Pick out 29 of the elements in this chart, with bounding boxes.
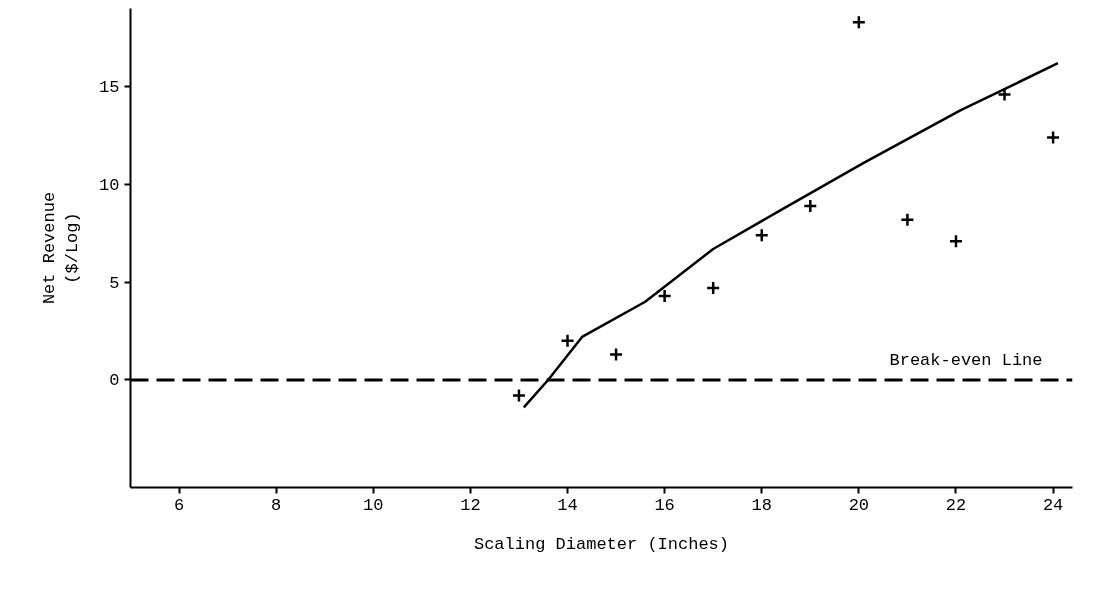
x-tick-label: 18 — [751, 495, 772, 515]
x-tick-label: 10 — [363, 495, 384, 515]
point — [705, 280, 721, 296]
point — [511, 388, 527, 403]
y-tick-label: 0 — [109, 371, 120, 391]
y-axis-title: Net Revenue ($/Log) — [40, 191, 83, 305]
point — [754, 228, 769, 243]
point — [948, 233, 964, 249]
point — [657, 288, 672, 304]
y-tick-label: 10 — [99, 175, 120, 195]
point — [1045, 130, 1061, 145]
x-tick-label: 14 — [557, 495, 578, 515]
y-tick-label: 15 — [99, 78, 120, 98]
point — [803, 198, 818, 214]
x-tick-label: 8 — [271, 495, 282, 515]
x-tick-label: 20 — [848, 495, 870, 515]
x-tick-label: 24 — [1042, 495, 1064, 515]
y-tick-label: 5 — [109, 273, 120, 293]
x-tick-label: 16 — [654, 495, 675, 515]
x-tick-label: 12 — [460, 495, 481, 515]
x-tick-label: 6 — [173, 495, 185, 515]
point — [997, 87, 1012, 102]
point — [900, 212, 915, 227]
ref-line-label: Break-even Line — [889, 350, 1043, 370]
x-axis-title: Scaling Diameter (Inches) — [473, 534, 730, 554]
point — [851, 14, 867, 30]
point — [608, 347, 624, 362]
point — [560, 333, 575, 349]
x-tick-label: 22 — [945, 495, 967, 515]
